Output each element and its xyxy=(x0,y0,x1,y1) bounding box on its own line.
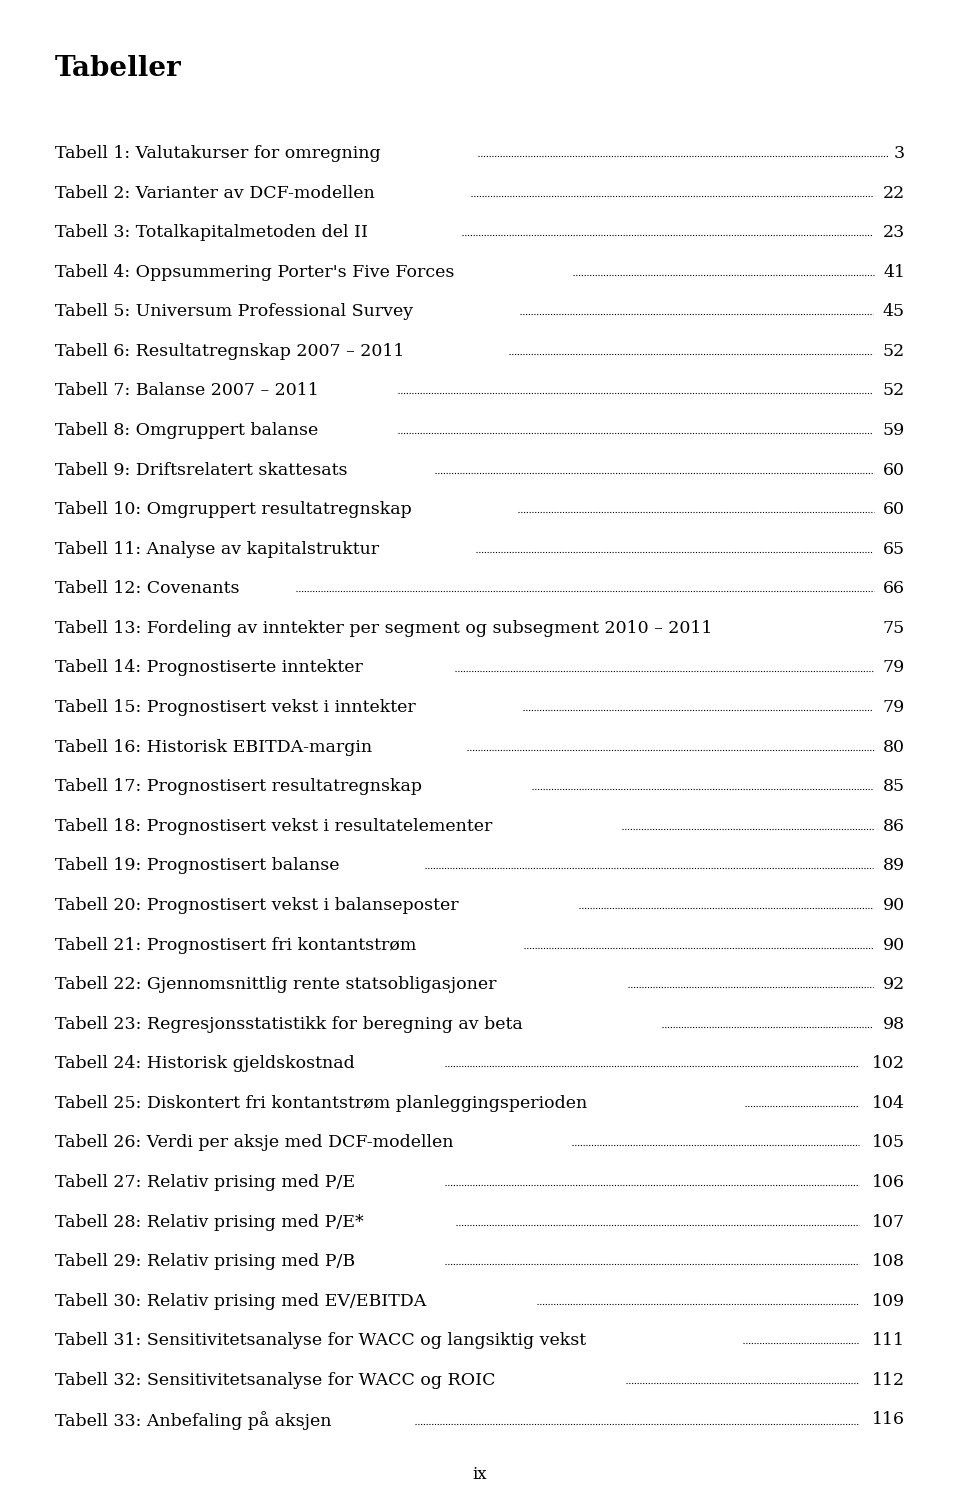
Text: Tabell 11: Analyse av kapitalstruktur: Tabell 11: Analyse av kapitalstruktur xyxy=(55,541,379,558)
Text: 66: 66 xyxy=(883,580,905,597)
Text: 80: 80 xyxy=(883,739,905,756)
Text: 52: 52 xyxy=(883,343,905,360)
Text: ix: ix xyxy=(472,1466,488,1482)
Text: 92: 92 xyxy=(883,976,905,993)
Text: 75: 75 xyxy=(883,620,905,638)
Text: 116: 116 xyxy=(872,1411,905,1428)
Text: 106: 106 xyxy=(872,1174,905,1191)
Text: Tabell 3: Totalkapitalmetoden del II: Tabell 3: Totalkapitalmetoden del II xyxy=(55,224,368,242)
Text: Tabell 28: Relativ prising med P/E*: Tabell 28: Relativ prising med P/E* xyxy=(55,1213,364,1230)
Text: Tabell 17: Prognostisert resultatregnskap: Tabell 17: Prognostisert resultatregnska… xyxy=(55,778,422,795)
Text: 3: 3 xyxy=(894,145,905,162)
Text: Tabell 10: Omgruppert resultatregnskap: Tabell 10: Omgruppert resultatregnskap xyxy=(55,502,412,518)
Text: 105: 105 xyxy=(872,1135,905,1151)
Text: Tabell 15: Prognostisert vekst i inntekter: Tabell 15: Prognostisert vekst i inntekt… xyxy=(55,700,416,716)
Text: 108: 108 xyxy=(872,1253,905,1271)
Text: Tabell 18: Prognostisert vekst i resultatelementer: Tabell 18: Prognostisert vekst i resulta… xyxy=(55,817,492,834)
Text: Tabell 12: Covenants: Tabell 12: Covenants xyxy=(55,580,239,597)
Text: Tabell 29: Relativ prising med P/B: Tabell 29: Relativ prising med P/B xyxy=(55,1253,355,1271)
Text: 98: 98 xyxy=(883,1015,905,1032)
Text: 107: 107 xyxy=(872,1213,905,1230)
Text: Tabell 4: Oppsummering Porter's Five Forces: Tabell 4: Oppsummering Porter's Five For… xyxy=(55,264,454,281)
Text: 90: 90 xyxy=(883,937,905,953)
Text: 90: 90 xyxy=(883,898,905,914)
Text: Tabeller: Tabeller xyxy=(55,54,181,82)
Text: Tabell 2: Varianter av DCF-modellen: Tabell 2: Varianter av DCF-modellen xyxy=(55,184,374,201)
Text: Tabell 33: Anbefaling på aksjen: Tabell 33: Anbefaling på aksjen xyxy=(55,1411,331,1431)
Text: Tabell 5: Universum Professional Survey: Tabell 5: Universum Professional Survey xyxy=(55,304,413,320)
Text: Tabell 22: Gjennomsnittlig rente statsobligasjoner: Tabell 22: Gjennomsnittlig rente statsob… xyxy=(55,976,496,993)
Text: 89: 89 xyxy=(883,857,905,875)
Text: Tabell 9: Driftsrelatert skattesats: Tabell 9: Driftsrelatert skattesats xyxy=(55,461,348,479)
Text: Tabell 32: Sensitivitetsanalyse for WACC og ROIC: Tabell 32: Sensitivitetsanalyse for WACC… xyxy=(55,1372,495,1389)
Text: Tabell 27: Relativ prising med P/E: Tabell 27: Relativ prising med P/E xyxy=(55,1174,355,1191)
Text: 45: 45 xyxy=(883,304,905,320)
Text: Tabell 19: Prognostisert balanse: Tabell 19: Prognostisert balanse xyxy=(55,857,340,875)
Text: Tabell 23: Regresjonsstatistikk for beregning av beta: Tabell 23: Regresjonsstatistikk for bere… xyxy=(55,1015,523,1032)
Text: 104: 104 xyxy=(872,1095,905,1112)
Text: Tabell 8: Omgruppert balanse: Tabell 8: Omgruppert balanse xyxy=(55,422,319,440)
Text: Tabell 20: Prognostisert vekst i balanseposter: Tabell 20: Prognostisert vekst i balanse… xyxy=(55,898,459,914)
Text: Tabell 21: Prognostisert fri kontantstrøm: Tabell 21: Prognostisert fri kontantstrø… xyxy=(55,937,417,953)
Text: Tabell 13: Fordeling av inntekter per segment og subsegment 2010 – 2011: Tabell 13: Fordeling av inntekter per se… xyxy=(55,620,712,638)
Text: 102: 102 xyxy=(872,1055,905,1073)
Text: 109: 109 xyxy=(872,1293,905,1310)
Text: 79: 79 xyxy=(883,700,905,716)
Text: 65: 65 xyxy=(883,541,905,558)
Text: Tabell 25: Diskontert fri kontantstrøm planleggingsperioden: Tabell 25: Diskontert fri kontantstrøm p… xyxy=(55,1095,588,1112)
Text: Tabell 16: Historisk EBITDA-margin: Tabell 16: Historisk EBITDA-margin xyxy=(55,739,372,756)
Text: Tabell 1: Valutakurser for omregning: Tabell 1: Valutakurser for omregning xyxy=(55,145,380,162)
Text: Tabell 31: Sensitivitetsanalyse for WACC og langsiktig vekst: Tabell 31: Sensitivitetsanalyse for WACC… xyxy=(55,1333,587,1349)
Text: 59: 59 xyxy=(883,422,905,440)
Text: 23: 23 xyxy=(883,224,905,242)
Text: 60: 60 xyxy=(883,461,905,479)
Text: Tabell 14: Prognostiserte inntekter: Tabell 14: Prognostiserte inntekter xyxy=(55,659,363,677)
Text: 41: 41 xyxy=(883,264,905,281)
Text: 52: 52 xyxy=(883,382,905,399)
Text: Tabell 24: Historisk gjeldskostnad: Tabell 24: Historisk gjeldskostnad xyxy=(55,1055,355,1073)
Text: Tabell 26: Verdi per aksje med DCF-modellen: Tabell 26: Verdi per aksje med DCF-model… xyxy=(55,1135,453,1151)
Text: 60: 60 xyxy=(883,502,905,518)
Text: Tabell 30: Relativ prising med EV/EBITDA: Tabell 30: Relativ prising med EV/EBITDA xyxy=(55,1293,426,1310)
Text: 86: 86 xyxy=(883,817,905,834)
Text: Tabell 7: Balanse 2007 – 2011: Tabell 7: Balanse 2007 – 2011 xyxy=(55,382,319,399)
Text: 112: 112 xyxy=(872,1372,905,1389)
Text: 111: 111 xyxy=(872,1333,905,1349)
Text: 79: 79 xyxy=(883,659,905,677)
Text: 22: 22 xyxy=(883,184,905,201)
Text: 85: 85 xyxy=(883,778,905,795)
Text: Tabell 6: Resultatregnskap 2007 – 2011: Tabell 6: Resultatregnskap 2007 – 2011 xyxy=(55,343,404,360)
